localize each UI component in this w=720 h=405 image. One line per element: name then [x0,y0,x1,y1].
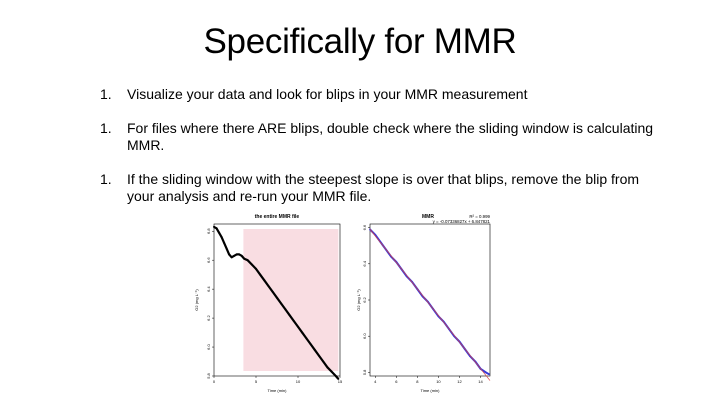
data-point [322,360,325,363]
data-point [305,337,308,340]
data-point [235,253,238,256]
data-point [292,319,295,322]
y-tick-label: 6.2 [206,315,211,321]
data-point [255,267,257,270]
bullet-text: Visualize your data and look for blips i… [127,86,528,102]
data-point [284,308,287,311]
chart-title: MMR [422,214,434,220]
data-point [484,371,487,374]
data-point [230,256,233,259]
data-point [267,285,270,288]
bullet-item: 1. For files where there ARE blips, doub… [100,120,660,154]
chart-entire-mmr-file: the entire MMR file 0 5 10 15 5.8 6.0 6.2 6.4 6.… [194,214,343,393]
data-point [246,259,249,262]
plot-frame [369,223,491,377]
x-tick-label: 10 [296,379,301,384]
x-tick-label: 10 [436,379,441,384]
data-point [228,253,231,256]
bullet-text: If the sliding window with the steepest … [127,171,640,204]
data-series-line [369,228,490,376]
slide-title: Specifically for MMR [203,22,517,61]
data-point [313,348,316,351]
data-point [334,375,337,377]
y-tick-label: 6.2 [362,296,367,302]
x-tick-label: 8 [416,379,419,384]
x-tick-label: 5 [255,379,258,384]
y-tick-label: 6.0 [362,333,367,339]
bullet-item: 1. Visualize your data and look for blip… [100,86,660,103]
r-squared-annotation: R² = 0.999 [469,214,490,219]
figure-entire-mmr-file: the entire MMR file 0 5 10 15 5.8 6.0 6.2 6.4 6.… [192,210,352,396]
x-tick-label: 14 [478,379,483,384]
bullet-list: 1. Visualize your data and look for blip… [100,86,660,205]
x-tick-label: 4 [374,379,377,384]
data-point [215,227,218,230]
chart-mmr-window: MMR R² = 0.999 y = -0.07336827x + 6.8478… [356,214,491,393]
data-point [288,314,291,317]
data-point [488,373,490,376]
bullet-number: 1. [100,86,112,102]
data-point [276,296,278,299]
data-point [309,343,312,346]
data-point [220,236,223,239]
data-point [280,302,283,305]
x-tick-label: 15 [338,379,343,384]
y-tick-label: 5.8 [362,369,367,375]
data-point [250,263,253,266]
y-tick-label: 6.0 [206,343,211,349]
data-point [233,254,236,257]
bullet-number: 1. [100,120,112,136]
bullet-item: 1. If the sliding window with the steepe… [100,171,660,205]
y-tick-label: 6.6 [362,224,367,230]
data-point [318,354,320,357]
data-series-line [213,225,340,380]
data-point [263,279,266,282]
plot-frame [213,223,341,377]
data-point [238,253,241,256]
regression-line [369,229,491,381]
data-point [297,325,299,328]
x-tick-label: 6 [395,379,398,384]
y-axis-label: O2 (mg L⁻¹) [194,289,199,311]
data-point [271,291,274,294]
data-point [225,247,228,250]
data-point [240,254,243,257]
y-tick-label: 6.4 [206,286,211,292]
sliding-window-highlight [243,229,339,371]
data-point [218,231,221,234]
x-tick-label: 0 [213,379,216,384]
chart-title: the entire MMR file [255,214,300,220]
fit-equation-annotation: y = -0.07336827x + 6.847821 [433,219,491,224]
y-tick-label: 6.4 [362,260,367,266]
y-tick-label: 6.6 [206,257,211,263]
y-tick-label: 5.8 [206,372,211,378]
data-point [243,257,246,260]
bullet-number: 1. [100,171,112,187]
y-axis-label: O2 (mg L⁻¹) [356,289,361,311]
data-point [223,241,226,244]
x-tick-label: 12 [457,379,462,384]
data-point [259,273,262,276]
figure-mmr-window: MMR R² = 0.999 y = -0.07336827x + 6.8478… [356,210,496,396]
x-axis-label: Time (min) [421,388,441,393]
x-axis-label: Time (min) [268,388,288,393]
data-point [213,225,215,228]
data-point [326,366,329,369]
data-point [337,377,340,380]
bullet-text: For files where there ARE blips, double … [127,120,654,153]
data-point [301,331,304,334]
y-tick-label: 6.8 [206,228,211,234]
data-point [330,370,333,373]
